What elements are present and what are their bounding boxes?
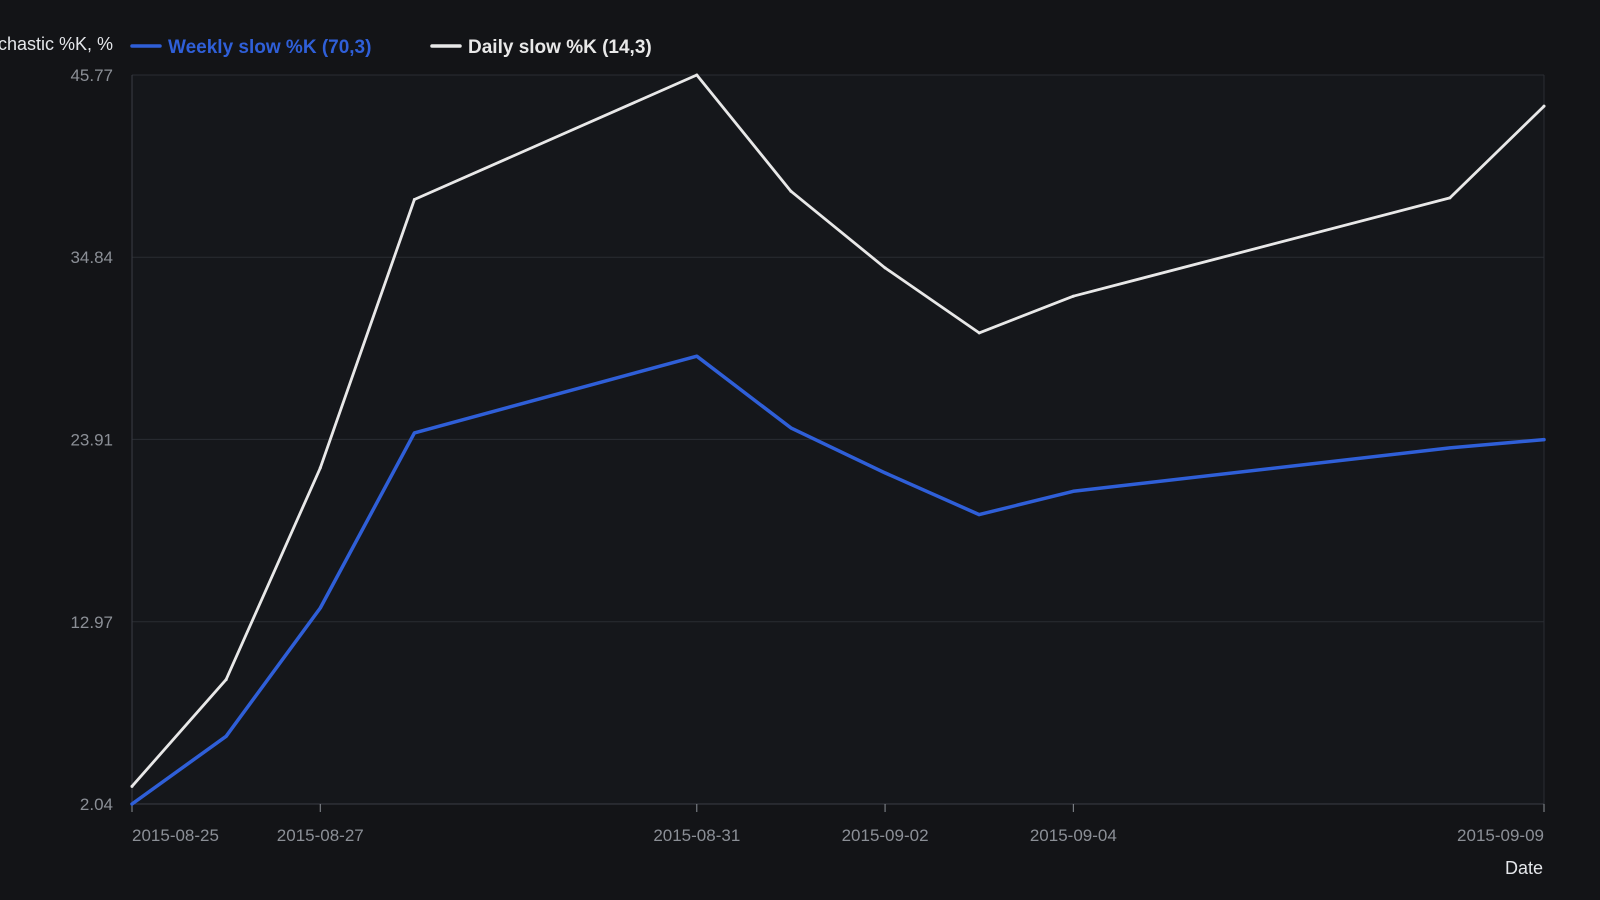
data-point bbox=[1071, 294, 1075, 298]
data-point bbox=[789, 189, 793, 193]
data-point bbox=[318, 606, 322, 610]
data-point bbox=[130, 802, 134, 806]
data-point bbox=[1071, 489, 1075, 493]
y-tick-label: 23.91 bbox=[70, 430, 113, 449]
data-point bbox=[224, 678, 228, 682]
x-axis-title: Date bbox=[1505, 858, 1543, 878]
y-tick-label: 12.97 bbox=[70, 613, 113, 632]
data-point bbox=[695, 73, 699, 77]
x-tick-label: 2015-09-09 bbox=[1457, 826, 1544, 845]
data-point bbox=[1448, 446, 1452, 450]
data-point bbox=[412, 198, 416, 202]
y-axis-title: Stochastic %K, % bbox=[0, 34, 113, 54]
x-tick-label: 2015-08-31 bbox=[653, 826, 740, 845]
data-point bbox=[1542, 438, 1546, 442]
axes: 45.77 34.84 23.91 12.97 2.04 2015-08-25 2015-0… bbox=[70, 66, 1545, 845]
data-point bbox=[1448, 196, 1452, 200]
data-point bbox=[412, 431, 416, 435]
x-tick-label: 2015-09-04 bbox=[1030, 826, 1117, 845]
legend-item-label[interactable]: Daily slow %K (14,3) bbox=[468, 37, 652, 58]
data-point bbox=[1542, 104, 1546, 108]
y-tick-label: 34.84 bbox=[70, 248, 113, 267]
data-point bbox=[224, 734, 228, 738]
y-tick-label: 45.77 bbox=[70, 66, 113, 85]
x-tick-label: 2015-08-25 bbox=[132, 826, 219, 845]
data-point bbox=[977, 331, 981, 335]
y-tick-label: 2.04 bbox=[80, 795, 113, 814]
data-point bbox=[883, 471, 887, 475]
data-point bbox=[130, 784, 134, 788]
legend: Stochastic %K, % Weekly slow %K (70,3) Dai… bbox=[0, 34, 652, 58]
data-point bbox=[695, 354, 699, 358]
data-point bbox=[883, 266, 887, 270]
x-tick-label: 2015-08-27 bbox=[277, 826, 364, 845]
data-point bbox=[977, 513, 981, 517]
data-point bbox=[318, 466, 322, 470]
series-lines bbox=[130, 73, 1546, 806]
x-tick-label: 2015-09-02 bbox=[842, 826, 929, 845]
legend-item-label[interactable]: Weekly slow %K (70,3) bbox=[168, 37, 371, 58]
data-point bbox=[789, 426, 793, 430]
